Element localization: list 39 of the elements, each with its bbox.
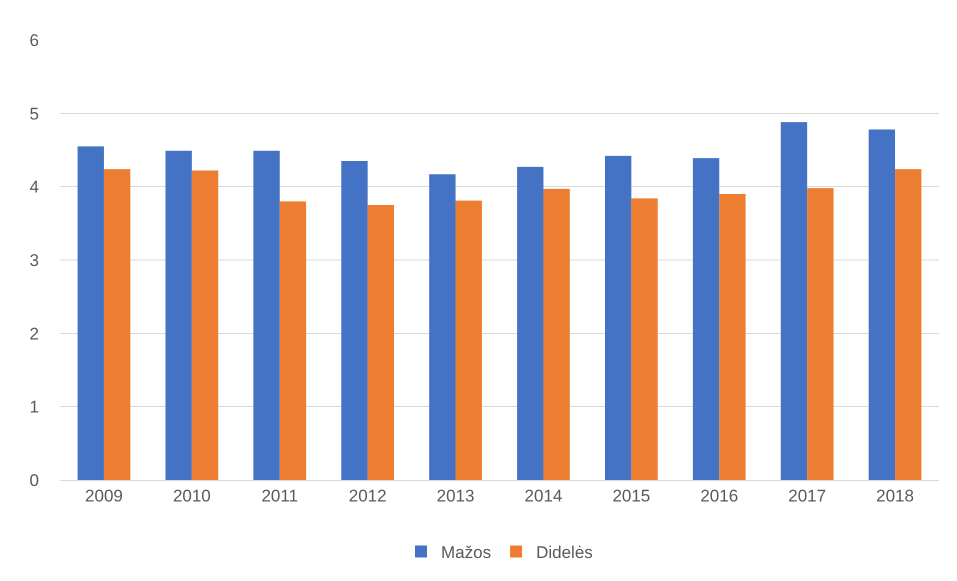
x-tick-label: 2016 [700,486,738,506]
bar [517,166,544,480]
legend-label: Mažos [441,543,492,562]
bar [104,169,130,480]
y-tick-label: 1 [30,398,39,417]
bar [165,150,192,480]
bar [429,174,456,480]
y-tick-label: 6 [30,30,39,50]
y-tick-label: 5 [30,104,39,124]
bar [692,158,720,480]
y-tick-label: 0 [30,470,39,490]
legend-label: Didelės [536,543,593,562]
bar [368,205,394,480]
bar [807,188,834,480]
x-tick-label: 2013 [436,486,474,506]
bar [280,201,306,480]
y-tick-label: 4 [30,178,39,197]
y-tick-label: 2 [30,324,39,344]
bar [78,146,104,480]
bar [895,169,922,480]
x-tick-label: 2011 [261,486,298,506]
bar [253,150,280,480]
x-tick-label: 2015 [612,486,650,506]
y-tick-label: 3 [30,250,39,270]
x-tick-label: 2014 [524,486,562,506]
bar [719,194,746,480]
x-tick-label: 2012 [348,486,387,506]
x-tick-label: 2018 [876,486,914,506]
x-tick-label: 2010 [172,486,211,506]
bar [604,156,632,480]
bar [868,129,896,480]
x-tick-label: 2009 [85,486,123,506]
bar [631,198,658,480]
bar [543,188,570,480]
bar [456,200,482,480]
bar [341,161,368,480]
bar [780,122,808,480]
bar [192,170,218,480]
x-tick-label: 2017 [788,486,826,506]
